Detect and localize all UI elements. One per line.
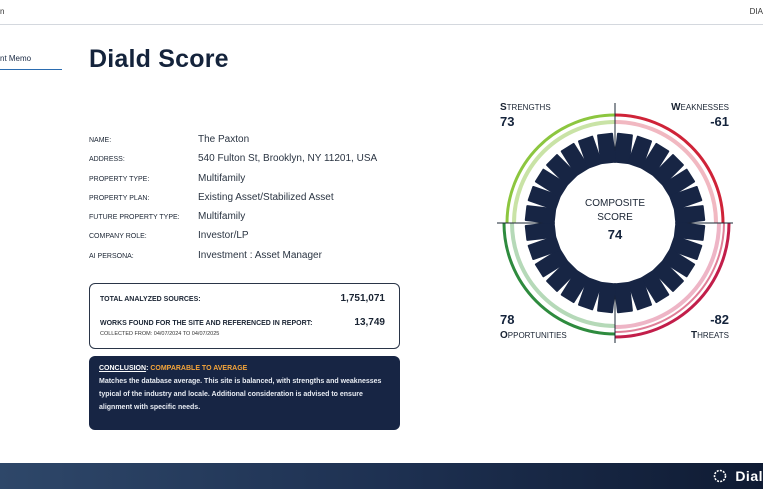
- score-segment: [613, 281, 633, 314]
- weaknesses-label: WEAKNESSES: [671, 102, 729, 113]
- score-segment: [577, 277, 603, 311]
- opportunities-inner-arc: [510, 222, 616, 328]
- score-segment: [527, 185, 561, 211]
- weaknesses-value: -61: [710, 114, 729, 129]
- score-segment: [546, 260, 578, 292]
- info-value: Multifamily: [198, 211, 246, 223]
- score-segment: [673, 205, 706, 225]
- strengths-inner-arc: [512, 120, 616, 224]
- strengths-label: STRENGTHS: [500, 102, 551, 113]
- score-segment: [652, 260, 684, 292]
- footer-bar: Dial: [0, 463, 763, 489]
- threats-label: THREATS: [691, 330, 729, 341]
- conclusion-body: Matches the database average. This site …: [99, 378, 382, 411]
- threats-label-cap: T: [691, 330, 698, 341]
- strengths-label-cap: S: [500, 102, 507, 113]
- opportunities-label: OPPORTUNITIES: [500, 330, 567, 341]
- score-segment: [669, 235, 703, 261]
- score-segment: [524, 205, 557, 225]
- score-segment: [627, 135, 653, 169]
- score-segment: [577, 135, 603, 169]
- opportunities-outer-arc: [502, 222, 616, 336]
- top-bar-left-text: n: [0, 7, 5, 16]
- strengths-value: 73: [500, 114, 515, 129]
- score-segment: [527, 235, 561, 261]
- footer-brand: Dial: [735, 468, 763, 484]
- top-bar-right-text: DIA: [749, 7, 763, 16]
- info-label: AI PERSONA:: [89, 252, 134, 260]
- score-segment: [524, 221, 557, 241]
- conclusion-key: CONCLUSION: [99, 365, 147, 372]
- page-title: Diald Score: [89, 45, 229, 73]
- collection-period: COLLECTED FROM: 04/07/2024 TO 04/07/2025: [100, 331, 220, 337]
- composite-score-value: 74: [608, 227, 623, 242]
- info-label: NAME:: [89, 137, 112, 144]
- score-segment: [673, 221, 706, 241]
- opportunities-label-rest: PPORTUNITIES: [507, 331, 567, 340]
- strengths-outer-arc: [505, 113, 616, 224]
- weaknesses-label-cap: W: [671, 102, 681, 113]
- diald-logo-icon: [713, 469, 727, 483]
- top-bar: n DIA: [0, 0, 763, 25]
- works-found-value: 13,749: [354, 317, 385, 328]
- opportunities-label-cap: O: [500, 330, 508, 341]
- info-label: ADDRESS:: [89, 156, 125, 164]
- score-segment: [560, 142, 590, 177]
- info-label: PROPERTY TYPE:: [89, 175, 150, 183]
- composite-label-line2: SCORE: [597, 212, 633, 223]
- info-value: The Paxton: [198, 134, 250, 145]
- total-sources-label: TOTAL ANALYZED SOURCES:: [100, 296, 201, 303]
- score-segment: [661, 168, 696, 198]
- composite-score-chart: COMPOSITE SCORE 74 STRENGTHS 73 WEAKNESSES…: [495, 98, 735, 348]
- score-segment: [661, 248, 696, 278]
- strengths-label-rest: TRENGTHS: [506, 103, 551, 112]
- info-label: FUTURE PROPERTY TYPE:: [89, 214, 180, 222]
- threats-label-rest: HREATS: [697, 331, 729, 340]
- score-segment: [597, 132, 617, 165]
- score-segment: [640, 142, 670, 177]
- score-segment: [546, 154, 578, 186]
- works-found-label: WORKS FOUND FOR THE SITE AND REFERENCED …: [100, 320, 313, 327]
- info-value: 540 Fulton St, Brooklyn, NY 11201, USA: [198, 153, 378, 165]
- conclusion-card: CONCLUSION: COMPARABLE TO AVERAGE Matche…: [89, 356, 400, 430]
- sources-summary-box: TOTAL ANALYZED SOURCES: 1,751,071 WORKS …: [89, 283, 400, 349]
- threats-value: -82: [710, 312, 729, 327]
- threats-mid-arc: [614, 222, 725, 333]
- info-value: Multifamily: [198, 172, 246, 184]
- score-segment: [534, 248, 569, 278]
- total-sources-value: 1,751,071: [340, 293, 386, 304]
- score-segment: [534, 168, 569, 198]
- score-segment: [627, 277, 653, 311]
- score-ring-svg: COMPOSITE SCORE 74: [497, 103, 733, 343]
- weaknesses-label-rest: EAKNESSES: [680, 103, 729, 112]
- score-segment: [669, 185, 703, 211]
- sidebar-item-memo[interactable]: nt Memo: [0, 54, 62, 70]
- info-value: Investor/LP: [198, 230, 249, 242]
- composite-label-line1: COMPOSITE: [585, 198, 645, 209]
- opportunities-value: 78: [500, 312, 515, 327]
- conclusion-separator: :: [146, 365, 151, 372]
- info-value: Existing Asset/Stabilized Asset: [198, 191, 334, 203]
- score-segment: [613, 132, 633, 165]
- threats-outer-arc: [614, 222, 731, 339]
- score-segment: [652, 154, 684, 186]
- info-label: PROPERTY PLAN:: [89, 194, 150, 202]
- info-label: COMPANY ROLE:: [89, 233, 147, 241]
- score-segment: [560, 269, 590, 304]
- threats-inner-arc: [614, 222, 721, 329]
- weaknesses-inner-arc: [614, 120, 718, 224]
- conclusion-heading: CONCLUSION: COMPARABLE TO AVERAGE: [99, 365, 390, 372]
- conclusion-rating: COMPARABLE TO AVERAGE: [150, 365, 248, 372]
- info-value: Investment : Asset Manager: [198, 249, 322, 261]
- score-segment: [597, 281, 617, 314]
- score-segment: [640, 269, 670, 304]
- weaknesses-outer-arc: [614, 113, 725, 224]
